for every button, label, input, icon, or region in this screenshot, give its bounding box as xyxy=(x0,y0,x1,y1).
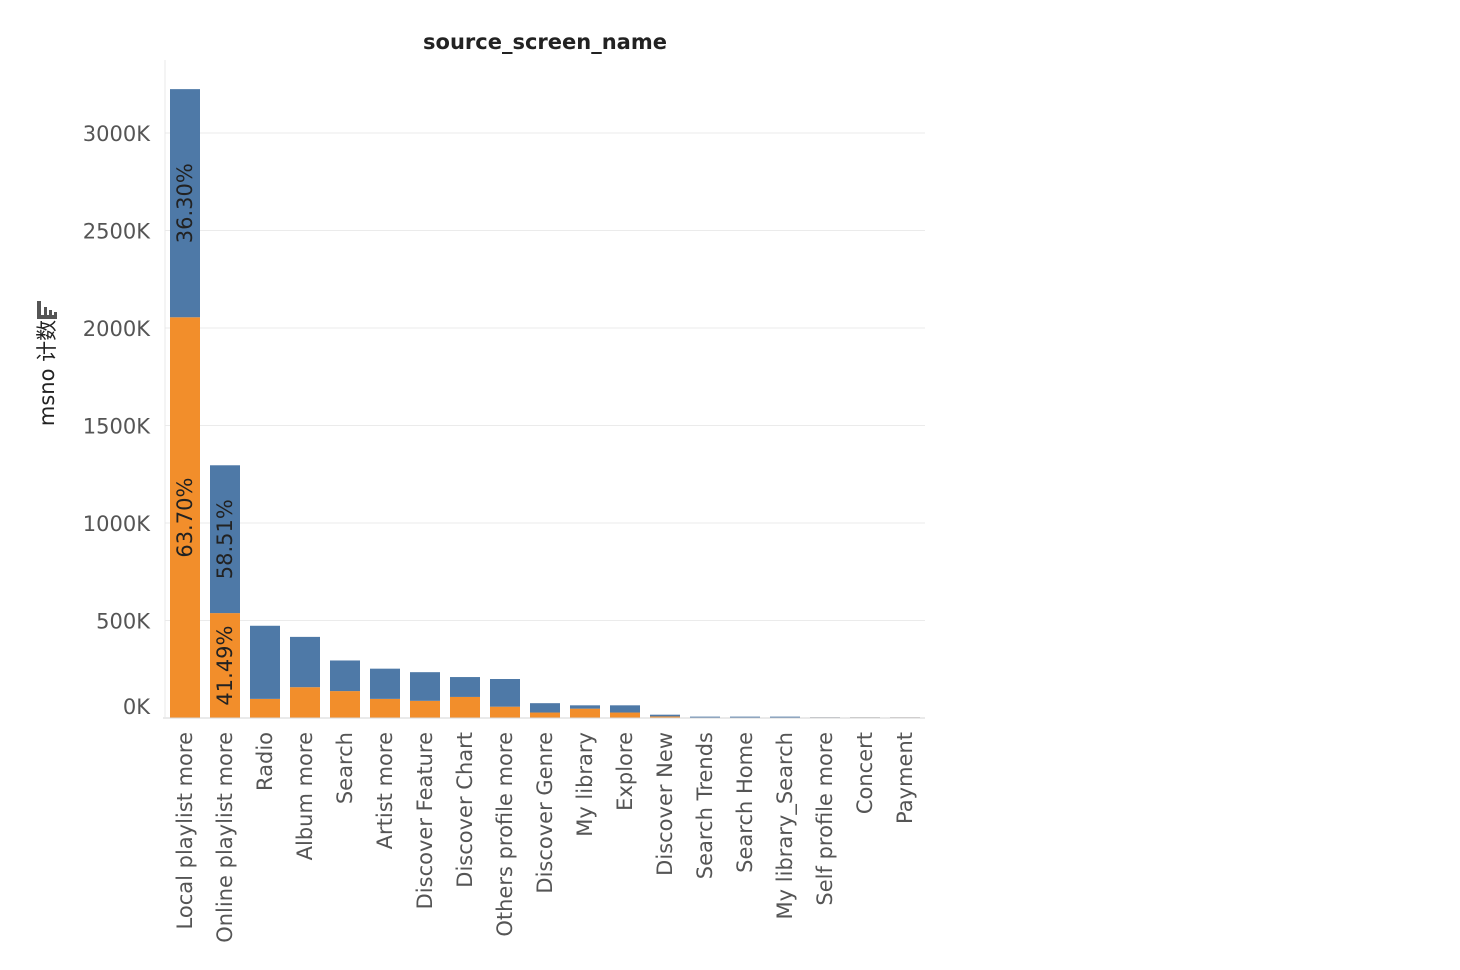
y-tick-label: 500K xyxy=(96,610,151,634)
bar-segment[interactable] xyxy=(570,708,600,718)
bar-segment[interactable] xyxy=(210,465,240,614)
x-tick-label: Explore xyxy=(613,732,637,811)
x-tick-label: Search Trends xyxy=(693,732,717,879)
x-tick-label: Artist more xyxy=(373,732,397,849)
bar-segment[interactable] xyxy=(530,703,560,713)
bar-segment[interactable] xyxy=(650,714,680,717)
bar-segment[interactable] xyxy=(730,716,760,718)
data-label: 58.51% xyxy=(213,499,237,579)
bar-segment[interactable] xyxy=(330,660,360,692)
y-tick-label: 0K xyxy=(123,695,151,719)
data-label: 41.49% xyxy=(213,626,237,706)
x-tick-label: Local playlist more xyxy=(173,732,197,929)
data-label: 63.70% xyxy=(173,478,197,558)
x-tick-label: Discover Genre xyxy=(533,732,557,894)
x-axis-labels: Local playlist more Online playlist more R… xyxy=(173,732,917,943)
x-tick-label: Self profile more xyxy=(813,732,837,906)
y-tick-label: 3000K xyxy=(83,122,151,146)
bar-segment[interactable] xyxy=(170,89,200,318)
x-tick-label: Online playlist more xyxy=(213,732,237,943)
bar-segment[interactable] xyxy=(170,317,200,718)
x-tick-label: Concert xyxy=(853,732,877,814)
bar-segment[interactable] xyxy=(370,668,400,699)
bar-segment[interactable] xyxy=(770,716,800,718)
bar-segment[interactable] xyxy=(490,679,520,707)
bar-segment[interactable] xyxy=(370,698,400,718)
bar-segment[interactable] xyxy=(210,613,240,718)
bar-segment[interactable] xyxy=(450,696,480,718)
bar-sort-icon xyxy=(37,301,57,319)
y-tick-label: 1500K xyxy=(83,415,151,439)
x-tick-label: Payment xyxy=(893,732,917,824)
bar-segment[interactable] xyxy=(450,677,480,697)
x-tick-label: Search xyxy=(333,732,357,804)
y-tick-label: 1000K xyxy=(83,512,151,536)
x-tick-label: Others profile more xyxy=(493,732,517,937)
bar-segment[interactable] xyxy=(530,712,560,718)
y-axis-label: msno 计数 xyxy=(35,320,59,426)
bar-segment[interactable] xyxy=(610,705,640,713)
x-tick-label: Discover Feature xyxy=(413,732,437,909)
bar-segment[interactable] xyxy=(250,698,280,718)
bars: 63.70% 36.30% 41.49% 58.51% xyxy=(170,89,920,718)
bar-segment[interactable] xyxy=(650,716,680,718)
x-tick-label: Radio xyxy=(253,732,277,791)
bar-segment[interactable] xyxy=(250,625,280,699)
gridlines xyxy=(165,132,925,621)
bar-segment[interactable] xyxy=(330,691,360,718)
x-tick-label: Album more xyxy=(293,732,317,860)
sort-icon[interactable] xyxy=(37,301,57,319)
y-tick-label: 2500K xyxy=(83,220,151,244)
bar-segment[interactable] xyxy=(290,636,320,688)
data-label: 36.30% xyxy=(173,163,197,243)
x-tick-label: Discover Chart xyxy=(453,732,477,888)
x-tick-label: Search Home xyxy=(733,732,757,873)
y-tick-label: 2000K xyxy=(83,317,151,341)
x-tick-label: My library xyxy=(573,732,597,837)
bar-segment[interactable] xyxy=(570,705,600,709)
bar-segment[interactable] xyxy=(410,700,440,718)
chart-title: source_screen_name xyxy=(423,30,667,54)
bar-segment[interactable] xyxy=(290,687,320,718)
y-axis-ticks: 0K 500K 1000K 1500K 2000K 2500K 3000K xyxy=(83,122,151,719)
x-tick-label: Discover New xyxy=(653,732,677,876)
x-tick-label: My library_Search xyxy=(773,732,798,919)
bar-segment[interactable] xyxy=(690,716,720,718)
bar-segment[interactable] xyxy=(490,706,520,718)
bar-segment[interactable] xyxy=(410,672,440,701)
bar-segment[interactable] xyxy=(610,712,640,718)
